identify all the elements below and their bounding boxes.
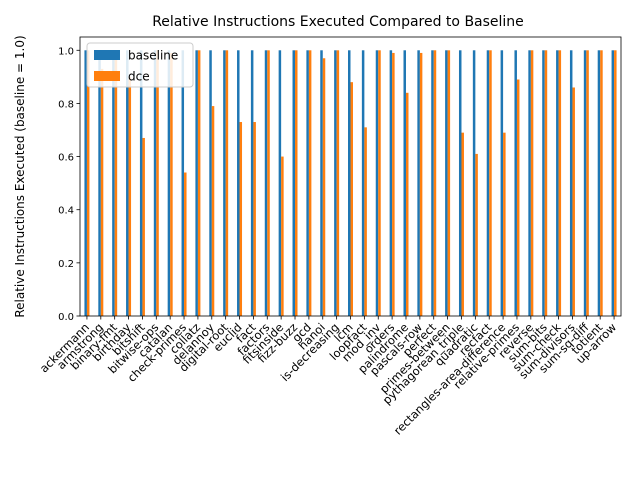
bar-dce-totient: [600, 50, 603, 316]
bar-dce-birthday: [128, 76, 132, 316]
bar-dce-is-decreasing: [336, 50, 340, 316]
bar-dce-collatz: [197, 50, 201, 316]
bar-baseline-collatz: [195, 50, 198, 316]
legend-label-dce: dce: [128, 70, 150, 84]
bar-baseline-loopfact: [361, 50, 365, 316]
bar-dce-armstrong: [100, 68, 104, 316]
legend-swatch-baseline: [94, 50, 120, 60]
bar-dce-lcm: [350, 82, 353, 316]
bar-dce-digital-root: [225, 50, 229, 316]
bars-group: [84, 50, 617, 317]
bar-baseline-digital-root: [223, 50, 226, 316]
bar-dce-perfect: [433, 50, 437, 316]
bar-baseline-pythagorean_triple: [458, 50, 462, 316]
bar-dce-rectangles-area-difference: [503, 132, 506, 316]
legend-label-baseline: baseline: [128, 49, 178, 63]
bar-dce-check-primes: [184, 172, 187, 316]
bar-baseline-perfect: [431, 50, 434, 316]
bar-dce-mod_inv: [378, 50, 381, 316]
bar-baseline-gcd: [306, 50, 309, 316]
bar-dce-sum-check: [558, 50, 562, 316]
bar-dce-relative-primes: [516, 79, 520, 316]
plot-frame: [79, 36, 622, 317]
bar-dce-fizz-buzz: [295, 50, 298, 316]
bar-dce-pythagorean_triple: [461, 132, 464, 316]
bar-baseline-pascals-row: [417, 50, 420, 316]
y-tick-label: 0.8: [58, 99, 74, 110]
y-axis-label: Relative Instructions Executed (baseline…: [13, 35, 27, 317]
y-tick-label: 0.0: [58, 312, 74, 323]
bar-baseline-delannoy: [209, 50, 212, 316]
bar-baseline-sum-bits: [542, 50, 545, 316]
bar-dce-quadratic: [475, 153, 478, 316]
bar-baseline-birthday: [126, 50, 129, 316]
bar-baseline-binary-fmt: [112, 50, 115, 316]
bar-baseline-euclid: [237, 50, 240, 316]
bar-baseline-sum-check: [556, 50, 559, 316]
y-tick-label: 1.0: [58, 46, 74, 57]
bar-dce-fitsinside: [281, 156, 284, 316]
bar-dce-catalan: [170, 52, 173, 316]
bar-dce-bitshift: [142, 137, 145, 316]
bar-baseline-catalan: [167, 50, 171, 316]
bar-baseline-ackermann: [84, 50, 87, 316]
bar-baseline-bitwise-ops: [153, 50, 157, 316]
bar-baseline-orders: [389, 50, 393, 316]
bar-baseline-lcm: [348, 50, 351, 316]
bar-dce-binary-fmt: [114, 52, 118, 316]
y-tick-label: 0.2: [58, 259, 74, 270]
bar-baseline-relative-primes: [514, 50, 517, 316]
y-axis-ticks: 0.0 0.2 0.4 0.6 0.8 1.0: [58, 46, 80, 323]
bar-baseline-sum-divisors: [569, 50, 573, 316]
bar-dce-sum-bits: [544, 50, 548, 316]
bar-baseline-primes-between: [445, 50, 448, 316]
bar-dce-hanoi: [322, 58, 326, 316]
bar-baseline-fizz-buzz: [292, 50, 296, 316]
bar-dce-recfact: [489, 50, 492, 316]
bar-baseline-sum-sq-diff: [583, 50, 587, 316]
bar-baseline-fact: [250, 50, 254, 316]
bar-baseline-quadratic: [472, 50, 476, 316]
bar-baseline-bitshift: [139, 50, 143, 316]
bar-baseline-rectangles-area-difference: [500, 50, 504, 316]
bar-dce-loopfact: [364, 127, 367, 316]
bar-dce-fact: [253, 122, 256, 316]
bar-baseline-up-arrow: [611, 50, 615, 316]
bar-baseline-is-decreasing: [334, 50, 337, 316]
bar-dce-primes-between: [447, 50, 451, 316]
bar-dce-ackermann: [86, 50, 90, 316]
bar-dce-delannoy: [211, 106, 215, 316]
legend-swatch-dce: [94, 71, 120, 81]
bar-baseline-mod_inv: [375, 50, 379, 316]
plot-area: 0.0 0.2 0.4 0.6 0.8 1.0 ackermannarmstrongbin…: [37, 36, 622, 438]
bar-baseline-check-primes: [181, 50, 185, 316]
bar-dce-sum-sq-diff: [586, 50, 589, 316]
bar-dce-euclid: [239, 122, 243, 316]
bar-baseline-palindrome: [403, 50, 406, 316]
bar-dce-up-arrow: [614, 50, 617, 316]
y-tick-label: 0.6: [58, 153, 74, 164]
bar-baseline-recfact: [486, 50, 490, 316]
bar-baseline-fitsinside: [278, 50, 282, 316]
bar-dce-pascals-row: [419, 52, 423, 316]
legend: baseline dce: [86, 42, 194, 88]
bar-dce-sum-divisors: [572, 87, 575, 317]
bar-dce-factors: [267, 50, 270, 316]
bar-baseline-armstrong: [98, 50, 101, 316]
bar-dce-gcd: [308, 50, 312, 316]
bar-dce-orders: [392, 52, 395, 316]
bar-baseline-factors: [264, 50, 268, 316]
x-axis-ticks: ackermannarmstrongbinary-fmtbirthdaybits…: [37, 316, 619, 438]
chart-title: Relative Instructions Executed Compared …: [152, 14, 524, 30]
y-tick-label: 0.4: [58, 206, 74, 217]
bar-dce-reverse: [530, 50, 534, 316]
bar-dce-bitwise-ops: [156, 50, 159, 316]
bar-dce-palindrome: [405, 92, 409, 316]
bar-baseline-hanoi: [320, 50, 323, 316]
bar-baseline-totient: [597, 50, 601, 316]
bar-baseline-reverse: [528, 50, 531, 316]
